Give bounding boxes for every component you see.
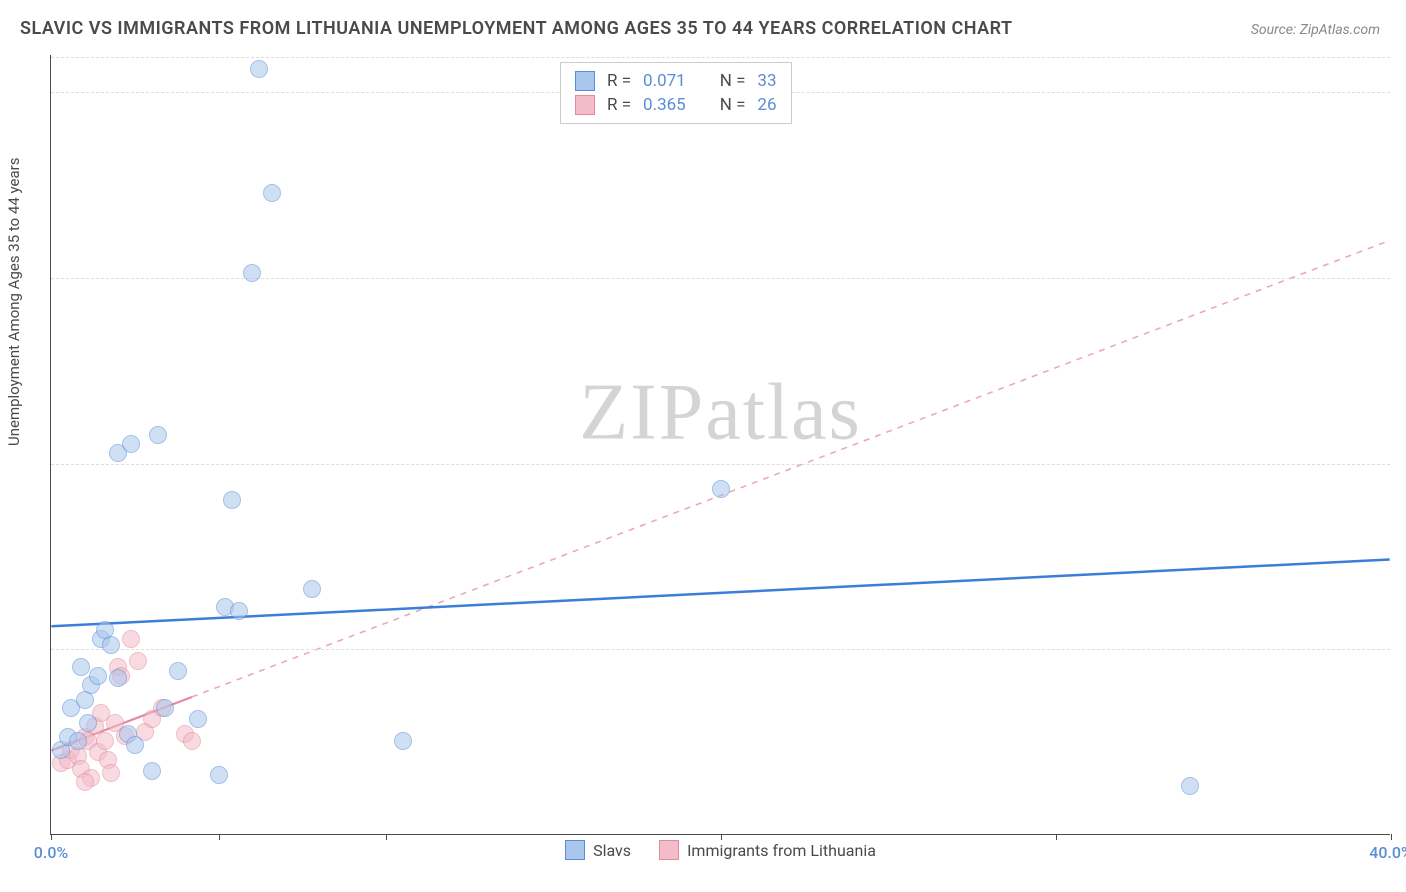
trend-line xyxy=(51,559,1389,626)
chart-container: SLAVIC VS IMMIGRANTS FROM LITHUANIA UNEM… xyxy=(0,0,1406,892)
point-lithuania xyxy=(96,732,114,750)
point-slavs xyxy=(243,264,261,282)
point-slavs xyxy=(149,426,167,444)
point-slavs xyxy=(79,714,97,732)
point-slavs xyxy=(96,621,114,639)
y-axis-title: Unemployment Among Ages 35 to 44 years xyxy=(5,158,23,446)
point-lithuania xyxy=(102,764,120,782)
n-value-lithuania: 26 xyxy=(757,95,776,115)
gridline-h xyxy=(51,57,1390,58)
r-label: R = xyxy=(607,71,631,91)
point-slavs xyxy=(210,766,228,784)
point-slavs xyxy=(69,732,87,750)
legend-swatch-lithuania xyxy=(659,840,679,860)
point-slavs xyxy=(223,491,241,509)
swatch-slavs xyxy=(575,71,595,91)
trend-line xyxy=(192,240,1390,697)
n-label: N = xyxy=(720,95,746,115)
point-slavs xyxy=(89,667,107,685)
x-tick-mark xyxy=(1391,834,1392,840)
point-slavs xyxy=(263,184,281,202)
r-value-slavs: 0.071 xyxy=(643,71,686,91)
point-slavs xyxy=(156,699,174,717)
watermark-part2: atlas xyxy=(705,369,862,457)
bottom-legend: Slavs Immigrants from Lithuania xyxy=(51,840,1390,864)
r-label: R = xyxy=(607,95,631,115)
point-slavs xyxy=(169,662,187,680)
gridline-h xyxy=(51,464,1390,465)
point-lithuania xyxy=(183,732,201,750)
corr-row-lithuania: R = 0.365 N = 26 xyxy=(575,93,777,117)
watermark: ZIPatlas xyxy=(579,368,862,459)
point-lithuania xyxy=(122,630,140,648)
point-slavs xyxy=(126,736,144,754)
n-label: N = xyxy=(720,71,746,91)
point-slavs xyxy=(712,480,730,498)
legend-item-lithuania: Immigrants from Lithuania xyxy=(659,840,876,860)
correlation-legend: R = 0.071 N = 33 R = 0.365 N = 26 xyxy=(560,62,792,124)
plot-area: ZIPatlas 10.0%20.0%30.0%40.0%0.0%40.0%Sl… xyxy=(50,55,1390,835)
legend-swatch-slavs xyxy=(565,840,585,860)
corr-row-slavs: R = 0.071 N = 33 xyxy=(575,69,777,93)
source-label: Source: ZipAtlas.com xyxy=(1251,22,1380,38)
legend-item-slavs: Slavs xyxy=(565,840,631,860)
r-value-lithuania: 0.365 xyxy=(643,95,686,115)
point-slavs xyxy=(143,762,161,780)
gridline-h xyxy=(51,649,1390,650)
point-slavs xyxy=(1181,777,1199,795)
chart-title: SLAVIC VS IMMIGRANTS FROM LITHUANIA UNEM… xyxy=(20,18,1013,39)
point-slavs xyxy=(122,435,140,453)
point-slavs xyxy=(109,669,127,687)
point-lithuania xyxy=(129,652,147,670)
point-lithuania xyxy=(76,773,94,791)
point-slavs xyxy=(303,580,321,598)
point-slavs xyxy=(394,732,412,750)
point-slavs xyxy=(250,60,268,78)
point-slavs xyxy=(72,658,90,676)
n-value-slavs: 33 xyxy=(757,71,776,91)
point-slavs xyxy=(189,710,207,728)
legend-label-slavs: Slavs xyxy=(593,841,631,860)
point-slavs xyxy=(230,602,248,620)
watermark-part1: ZIP xyxy=(579,369,705,457)
legend-label-lithuania: Immigrants from Lithuania xyxy=(687,841,876,860)
swatch-lithuania xyxy=(575,95,595,115)
